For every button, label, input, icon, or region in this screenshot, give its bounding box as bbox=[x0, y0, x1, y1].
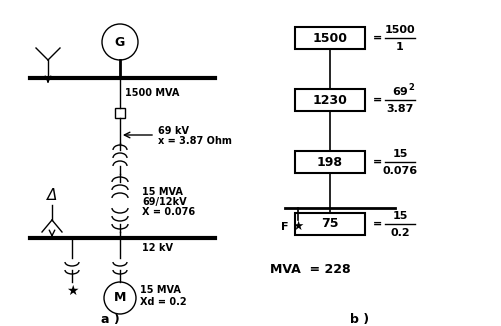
Text: =: = bbox=[372, 157, 381, 167]
Text: Xd = 0.2: Xd = 0.2 bbox=[140, 297, 186, 307]
Text: 1500: 1500 bbox=[312, 32, 347, 45]
Text: 75: 75 bbox=[321, 217, 338, 230]
Text: ★: ★ bbox=[66, 284, 78, 298]
Text: F: F bbox=[281, 222, 288, 232]
Text: x = 3.87 Ohm: x = 3.87 Ohm bbox=[158, 136, 231, 146]
Text: 0.2: 0.2 bbox=[389, 228, 409, 238]
Text: 198: 198 bbox=[316, 156, 342, 169]
Bar bbox=[295, 27, 364, 49]
Bar bbox=[295, 151, 364, 173]
Text: a ): a ) bbox=[100, 314, 119, 326]
Text: Δ: Δ bbox=[47, 187, 57, 202]
Text: 1500: 1500 bbox=[384, 25, 414, 35]
Text: 1500 MVA: 1500 MVA bbox=[125, 88, 179, 98]
Text: 2: 2 bbox=[407, 82, 413, 92]
Text: 1: 1 bbox=[395, 42, 403, 52]
Text: 1230: 1230 bbox=[312, 94, 347, 107]
Text: =: = bbox=[372, 219, 381, 229]
Bar bbox=[115, 108, 125, 118]
Text: M: M bbox=[114, 291, 126, 304]
Text: 69: 69 bbox=[391, 87, 407, 97]
Bar bbox=[295, 89, 364, 111]
Text: ★: ★ bbox=[292, 219, 303, 232]
Text: X = 0.076: X = 0.076 bbox=[142, 207, 195, 217]
Text: =: = bbox=[372, 95, 381, 105]
Text: 3.87: 3.87 bbox=[386, 104, 413, 114]
Text: 69 kV: 69 kV bbox=[158, 126, 188, 136]
Text: 15: 15 bbox=[391, 149, 407, 159]
Text: G: G bbox=[115, 36, 125, 49]
Bar bbox=[295, 213, 364, 235]
Text: 69/12kV: 69/12kV bbox=[142, 197, 186, 207]
Text: b ): b ) bbox=[350, 314, 369, 326]
Text: 12 kV: 12 kV bbox=[142, 243, 173, 253]
Text: 15: 15 bbox=[391, 211, 407, 221]
Text: MVA  = 228: MVA = 228 bbox=[270, 263, 350, 276]
Text: 0.076: 0.076 bbox=[382, 166, 417, 176]
Text: 15 MVA: 15 MVA bbox=[140, 285, 180, 295]
Text: =: = bbox=[372, 33, 381, 43]
Text: 15 MVA: 15 MVA bbox=[142, 187, 182, 197]
